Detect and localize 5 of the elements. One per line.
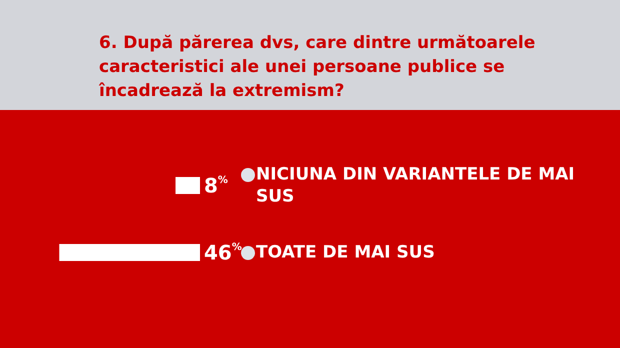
data-label: 46%	[204, 240, 242, 264]
data-label: 8%	[204, 174, 228, 198]
y-tick-label: NICIUNA DIN VARIANTELE DE MAI SUS	[256, 164, 581, 206]
text: 6. După părerea dvs, care dintre următoarele caracteristici ale unei persoane publice se încadrează la extremism?	[98, 33, 542, 101]
y-tick-label: TOATE DE MAI SUS	[256, 242, 435, 262]
